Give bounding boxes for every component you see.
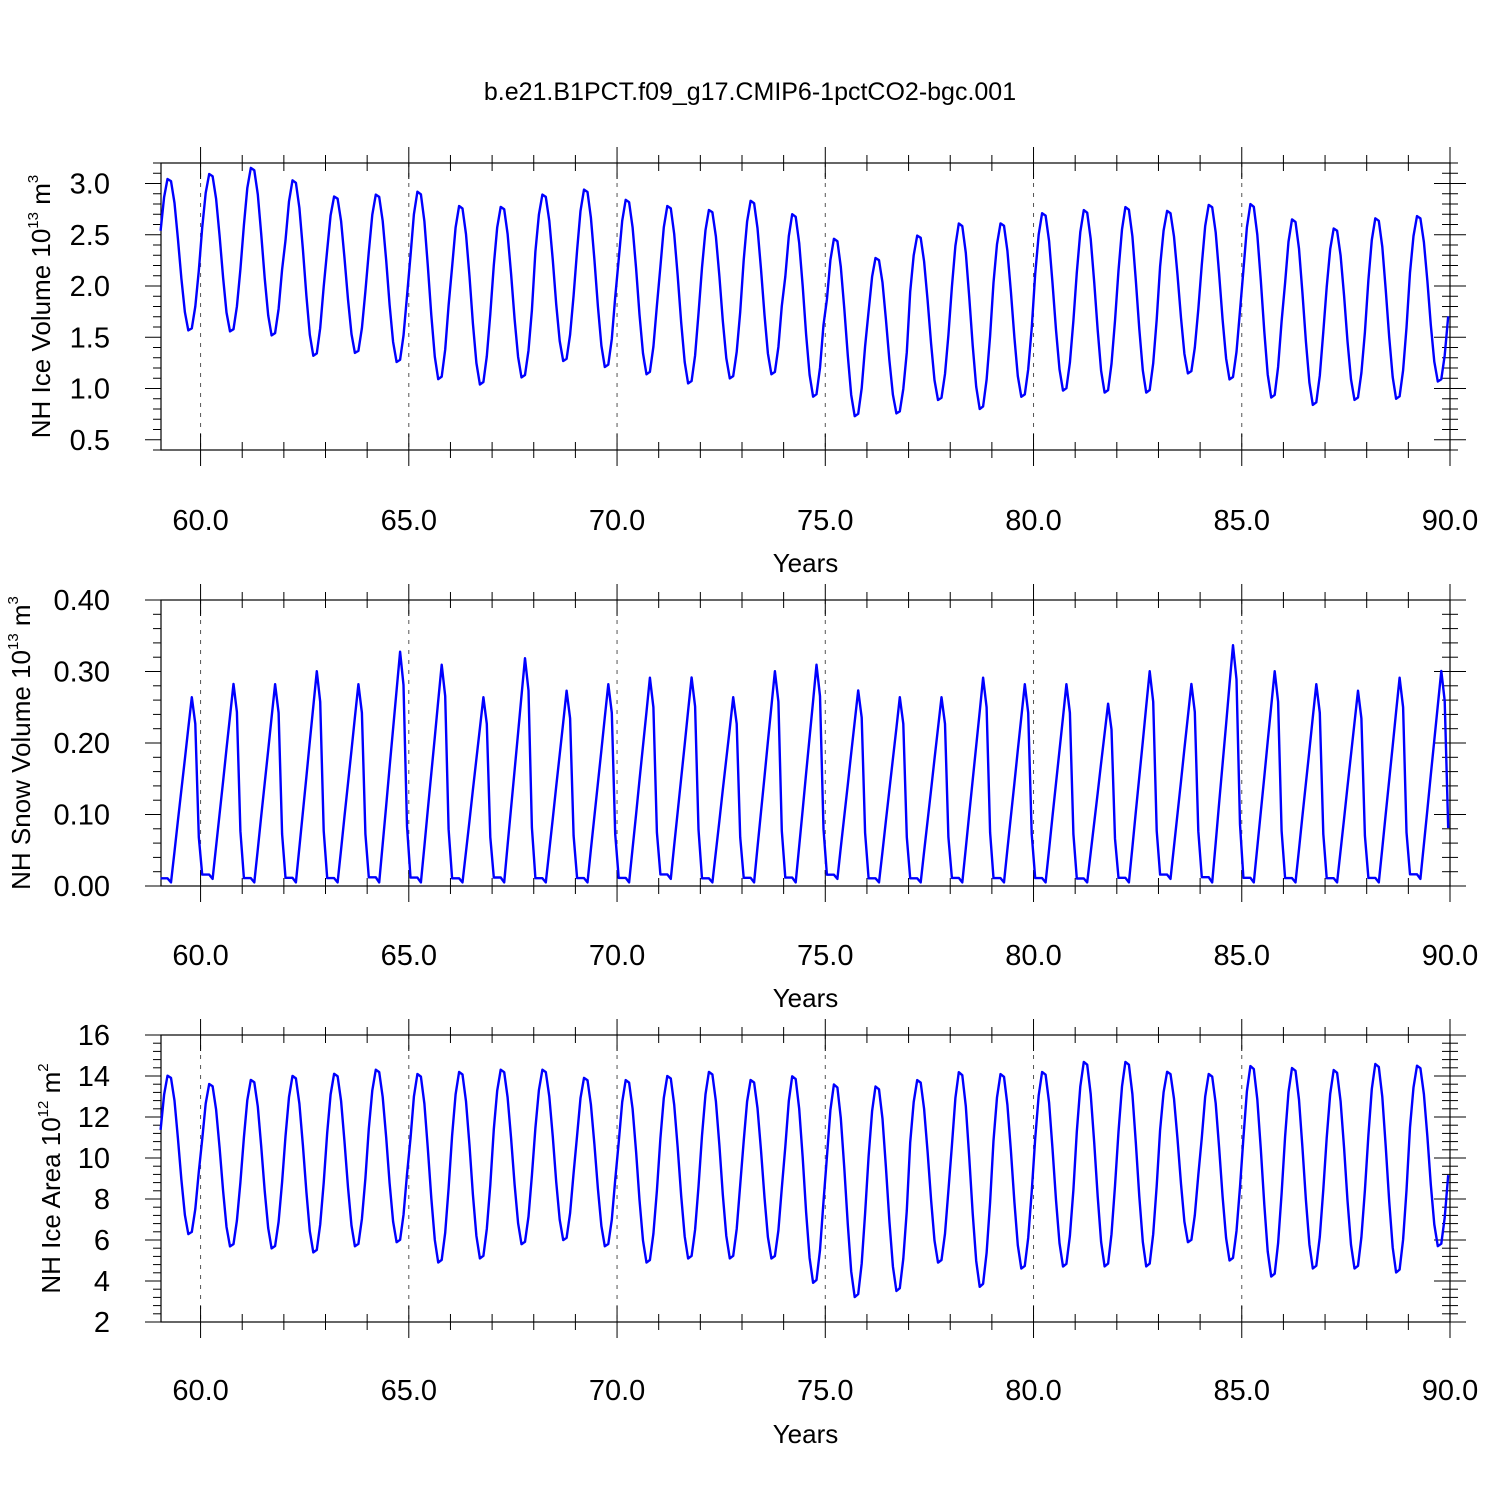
- y-axis-label: NH Ice Volume 1013 m3: [25, 175, 56, 438]
- x-tick-label: 80.0: [1005, 940, 1061, 972]
- y-tick-label: 10: [78, 1143, 110, 1175]
- x-tick-label: 90.0: [1422, 940, 1478, 972]
- x-tick-label: 60.0: [172, 940, 228, 972]
- y-tick-label: 6: [94, 1225, 110, 1257]
- y-tick-label: 0.00: [54, 871, 110, 903]
- y-tick-label: 1.5: [70, 322, 110, 354]
- x-tick-label: 80.0: [1005, 505, 1061, 537]
- y-tick-label: 1.0: [70, 374, 110, 406]
- x-tick-label: 85.0: [1214, 505, 1270, 537]
- y-tick-label: 14: [78, 1061, 110, 1093]
- series-line: [159, 1060, 1450, 1299]
- plot-frame: [160, 1034, 1451, 1323]
- panel-snow-volume: 60.0 65.0 70.0 75.0 80.0 85.0 90.0 0.00 0.10 0.20…: [5, 584, 1478, 1013]
- y-axis-label: NH Snow Volume 1013 m3: [5, 596, 36, 890]
- x-tick-label: 85.0: [1214, 940, 1270, 972]
- y-tick-label: 4: [94, 1266, 110, 1298]
- x-tick-label: 60.0: [172, 505, 228, 537]
- x-tick-label: 80.0: [1005, 1375, 1061, 1407]
- plot-frame: [160, 162, 1451, 451]
- y-tick-label: 2: [94, 1307, 110, 1339]
- x-tick-label: 70.0: [589, 940, 645, 972]
- y-tick-label: 2.5: [70, 220, 110, 252]
- x-tick-label: 70.0: [589, 1375, 645, 1407]
- series-line: [159, 166, 1450, 418]
- x-tick-label: 65.0: [381, 505, 437, 537]
- y-tick-label: 3.0: [70, 169, 110, 201]
- x-tick-label: 60.0: [172, 1375, 228, 1407]
- y-tick-label: 0.40: [54, 585, 110, 617]
- x-axis-label: Years: [773, 548, 839, 578]
- panel-ice-area: 60.0 65.0 70.0 75.0 80.0 85.0 90.0 2 4 6 8 10 12 14 16…: [35, 1019, 1478, 1449]
- y-tick-label: 0.20: [54, 728, 110, 760]
- y-axis-label: NH Ice Area 1012 m2: [35, 1063, 66, 1293]
- x-tick-label: 65.0: [381, 940, 437, 972]
- x-tick-label: 70.0: [589, 505, 645, 537]
- y-tick-label: 2.0: [70, 271, 110, 303]
- x-tick-label: 75.0: [797, 505, 853, 537]
- panel-ice-volume: 60.0 65.0 70.0 75.0 80.0 85.0 90.0 0.5 1.0 1.5 2.0…: [25, 147, 1478, 578]
- x-tick-label: 75.0: [797, 940, 853, 972]
- x-tick-label: 90.0: [1422, 1375, 1478, 1407]
- y-tick-label: 0.5: [70, 425, 110, 457]
- y-tick-label: 12: [78, 1102, 110, 1134]
- x-tick-label: 65.0: [381, 1375, 437, 1407]
- series-line: [160, 644, 1450, 884]
- y-tick-label: 8: [94, 1184, 110, 1216]
- x-axis-label: Years: [773, 983, 839, 1013]
- y-tick-label: 0.30: [54, 657, 110, 689]
- x-tick-label: 90.0: [1422, 505, 1478, 537]
- x-tick-label: 75.0: [797, 1375, 853, 1407]
- x-tick-label: 85.0: [1214, 1375, 1270, 1407]
- x-axis-label: Years: [773, 1419, 839, 1449]
- y-tick-label: 0.10: [54, 800, 110, 832]
- y-tick-label: 16: [78, 1020, 110, 1052]
- plot-frame: [160, 599, 1451, 887]
- chart-title: b.e21.B1PCT.f09_g17.CMIP6-1pctCO2-bgc.00…: [484, 78, 1016, 106]
